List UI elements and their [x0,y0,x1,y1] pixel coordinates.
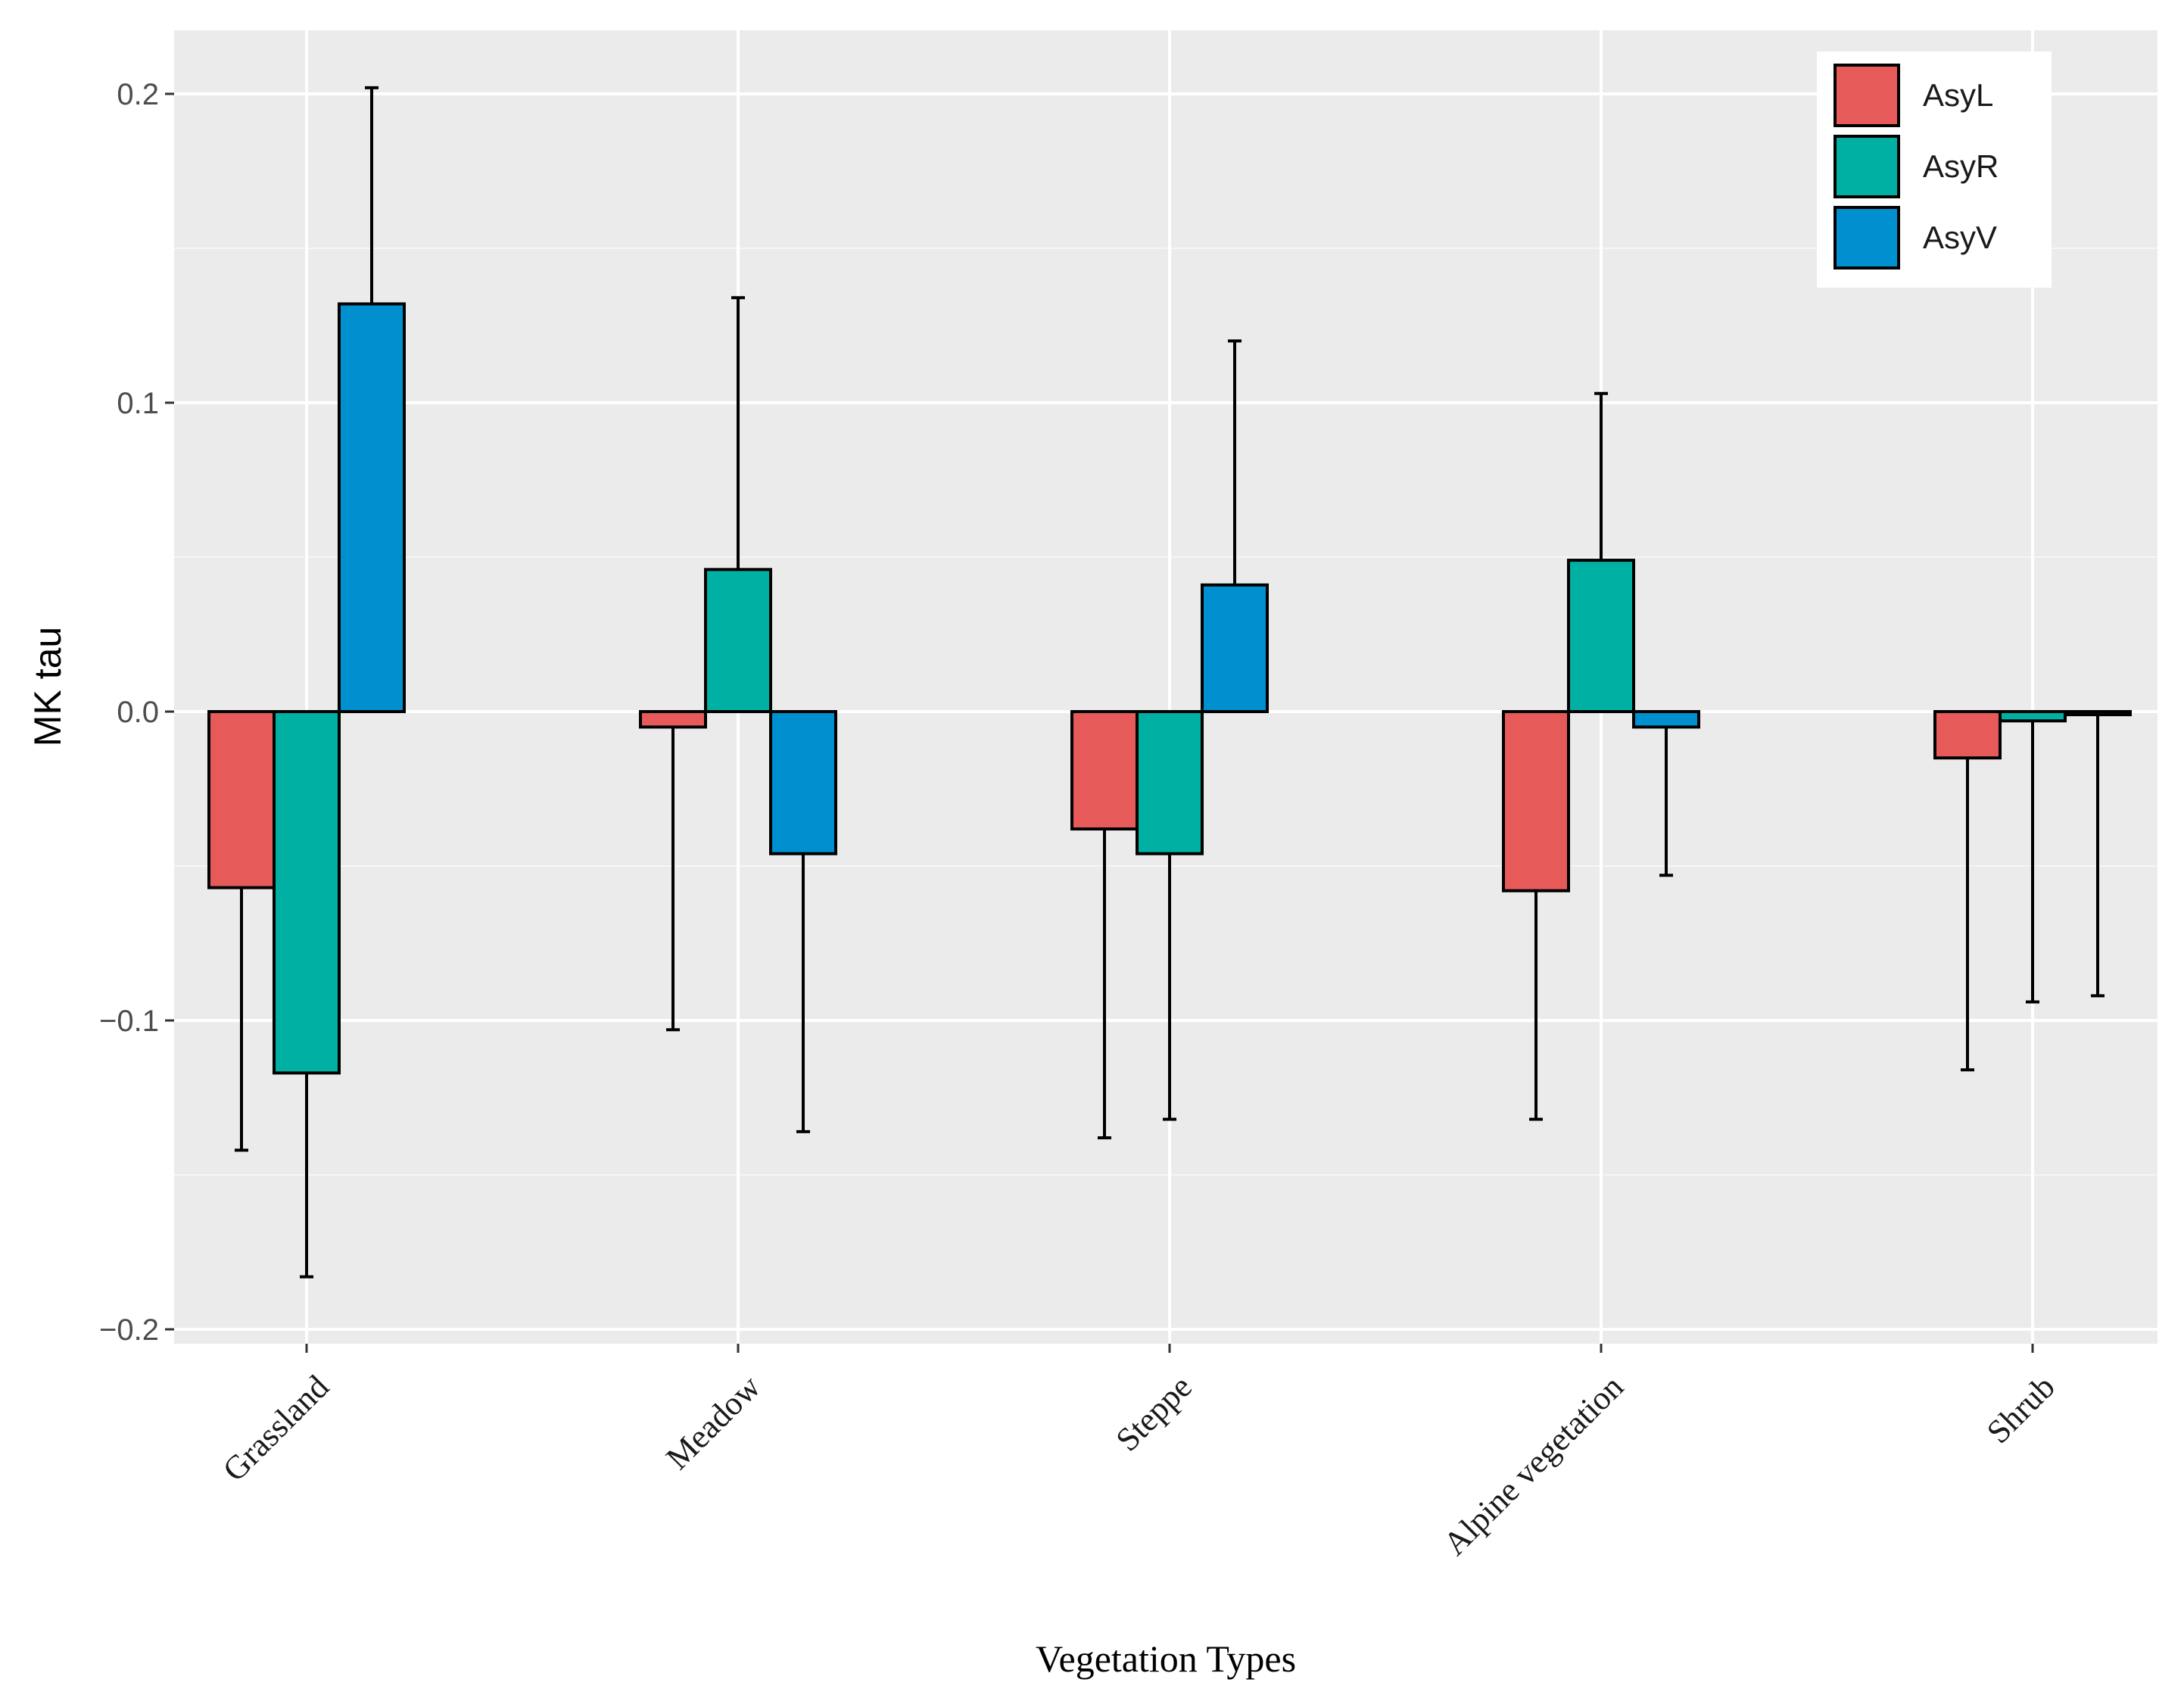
bar-asyl [639,710,707,729]
legend-label: AsyL [1923,77,1993,113]
legend-swatch-asyr [1834,135,1900,198]
bar-asyv [2064,710,2132,717]
bar-asyv [1632,710,1700,729]
y-tick-label: 0.2 [117,78,159,111]
bar-asyr [704,568,772,713]
y-tick-label: −0.2 [99,1313,159,1347]
bar-asyv [1201,583,1269,713]
x-axis-title: Vegetation Types [1036,1637,1296,1680]
x-tick-label: Meadow [659,1368,768,1477]
bar-asyv [769,710,837,855]
x-tick-label: Grassland [216,1368,336,1488]
x-axis: Grassland Meadow Steppe Alpine vegetation Sh… [216,1344,2062,1562]
bar-asyr [1999,710,2067,723]
bar-asyl [1933,710,2002,760]
bar-asyl [207,710,276,890]
bar-group [207,86,2132,1279]
x-tick-label-line: Shrub [1980,1368,2062,1450]
bar-asyr [1567,559,1635,714]
bar-asyv [338,302,406,713]
y-tick-label: 0.0 [117,696,159,729]
x-tick-label-line: Grassland [216,1368,336,1488]
y-axis: 0.2 0.1 0.0 −0.1 −0.2 [99,78,174,1347]
x-tick-label: Alpine vegetation [1436,1368,1631,1562]
x-tick-label-line: Steppe [1109,1368,1199,1458]
x-tick-label: Shrub [1980,1368,2062,1450]
legend-swatch-asyl [1834,64,1900,127]
x-tick-label-line: Meadow [659,1368,768,1477]
legend-label: AsyV [1923,220,1997,255]
bar-asyr [273,710,341,1075]
legend-label: AsyR [1923,148,1999,184]
y-tick-label: 0.1 [117,387,159,420]
legend-swatch-asyv [1834,206,1900,269]
bar-asyl [1502,710,1570,893]
x-tick-label-line: Alpine vegetation [1436,1368,1631,1562]
y-tick-label: −0.1 [99,1005,159,1038]
bar-asyl [1070,710,1139,831]
bar-asyr [1136,710,1204,855]
y-axis-title: MK tau [26,627,69,746]
legend: AsyL AsyR AsyV [1817,51,2052,288]
x-tick-label: Steppe [1109,1368,1199,1458]
